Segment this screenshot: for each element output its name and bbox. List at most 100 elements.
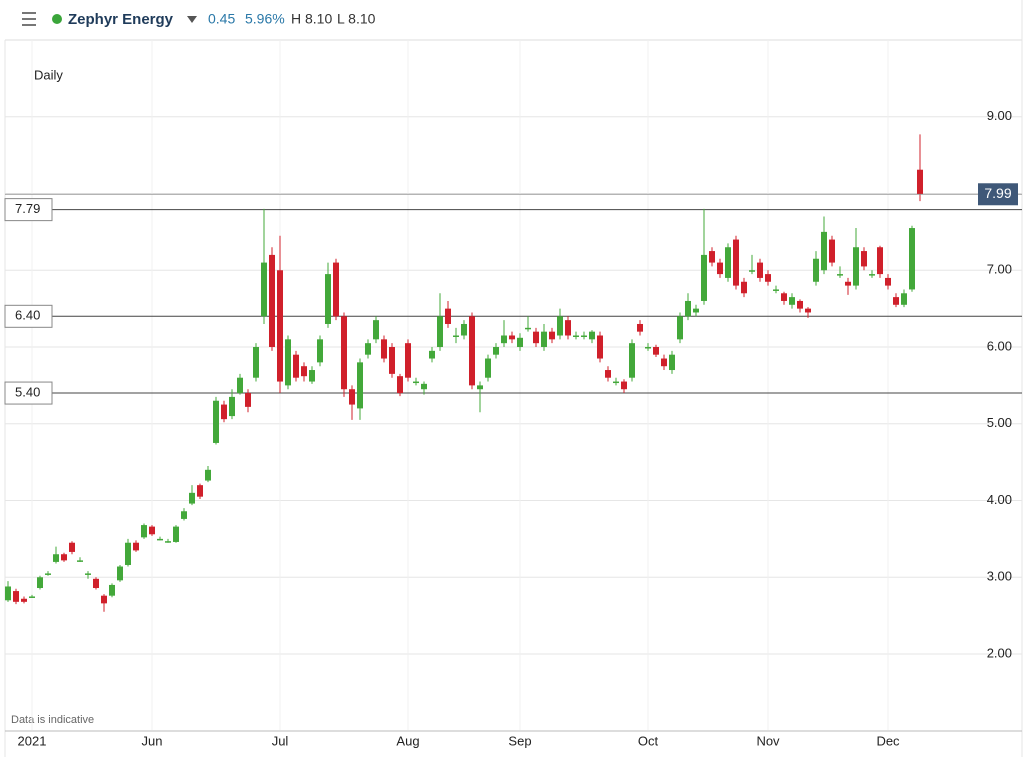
candle-body	[885, 277, 891, 286]
candle-body	[381, 339, 387, 359]
candle-body	[573, 335, 579, 337]
candle-body	[813, 258, 819, 282]
candle-body	[613, 381, 619, 384]
candle-body	[765, 274, 771, 282]
candle-body	[749, 270, 755, 272]
candle-body	[709, 251, 715, 263]
candle-body	[37, 577, 43, 589]
candle-body	[733, 239, 739, 286]
candle-body	[629, 343, 635, 378]
candle-body	[845, 281, 851, 286]
candle-body	[877, 247, 883, 275]
candle-body	[893, 297, 899, 305]
candle-body	[61, 554, 67, 561]
candle-body	[85, 573, 91, 575]
candle-body	[501, 335, 507, 344]
candle-body	[717, 262, 723, 275]
candle-body	[509, 335, 515, 340]
candle-body	[901, 293, 907, 305]
candle-body	[485, 358, 491, 378]
candle-body	[237, 377, 243, 394]
candle-body	[197, 485, 203, 497]
candle-body	[517, 337, 523, 348]
candle-body	[365, 343, 371, 355]
candle-body	[453, 335, 459, 337]
candle-body	[557, 316, 563, 336]
candle-body	[181, 511, 187, 519]
level-box	[4, 381, 53, 405]
candle-body	[741, 281, 747, 294]
candle-body	[21, 598, 27, 602]
candle-body	[581, 335, 587, 337]
y-tick-label: 7.00	[987, 262, 1012, 277]
last-price-label: 7.99	[984, 185, 1011, 201]
candle-body	[701, 254, 707, 301]
candle-body	[325, 274, 331, 324]
candle-body	[645, 347, 651, 349]
candle-body	[405, 343, 411, 378]
candle-body	[429, 350, 435, 359]
status-dot	[52, 14, 62, 24]
dropdown-arrow[interactable]	[187, 16, 197, 23]
candle-body	[637, 323, 643, 332]
candle-body	[669, 354, 675, 371]
level-box	[4, 304, 53, 328]
candle-body	[229, 396, 235, 417]
level-label: 5.40	[15, 384, 40, 399]
candle-body	[349, 389, 355, 405]
level-box	[4, 198, 53, 222]
level-label: 6.40	[15, 308, 40, 323]
candle-body	[493, 347, 499, 355]
candle-body	[725, 247, 731, 278]
menu-icon[interactable]	[22, 12, 36, 26]
candle-body	[421, 383, 427, 390]
candle-body	[621, 381, 627, 390]
candle-body	[533, 331, 539, 344]
candle-body	[541, 331, 547, 348]
candle-body	[213, 400, 219, 443]
candle-body	[565, 320, 571, 336]
change: 0.45	[208, 11, 235, 27]
last-price-box	[978, 183, 1018, 206]
candle-body	[445, 308, 451, 324]
y-tick-label: 3.00	[987, 569, 1012, 584]
x-tick-label: Sep	[508, 733, 531, 748]
x-tick-label: Oct	[638, 733, 659, 748]
candle-body	[797, 300, 803, 309]
note: Data is indicative	[11, 714, 94, 726]
candle-body	[909, 228, 915, 290]
x-tick-label: Aug	[396, 733, 419, 748]
y-tick-label: 9.00	[987, 108, 1012, 123]
candle-body	[461, 323, 467, 336]
y-tick-label: 2.00	[987, 645, 1012, 660]
y-tick-label: 4.00	[987, 492, 1012, 507]
candle-body	[469, 316, 475, 386]
period-label: Daily	[34, 67, 63, 82]
candle-body	[597, 335, 603, 359]
candle-body	[109, 584, 115, 596]
candle-body	[685, 300, 691, 317]
candle-body	[853, 247, 859, 286]
candle-body	[821, 231, 827, 271]
candle-body	[253, 347, 259, 378]
candle-body	[101, 595, 107, 604]
candle-body	[261, 262, 267, 317]
y-tick-label: 6.00	[987, 338, 1012, 353]
candle-body	[13, 591, 19, 602]
x-tick-label: Dec	[876, 733, 900, 748]
candle-body	[125, 542, 131, 565]
candle-body	[69, 542, 75, 552]
instrument-name[interactable]: Zephyr Energy	[68, 11, 174, 28]
candle-body	[77, 560, 83, 562]
level-label: 7.79	[15, 201, 40, 216]
candle-body	[221, 404, 227, 420]
candle-body	[293, 354, 299, 378]
candle-body	[829, 239, 835, 263]
candle-body	[869, 274, 875, 276]
candle-body	[269, 254, 275, 348]
candle-body	[773, 289, 779, 291]
x-tick-label: 2021	[18, 733, 47, 748]
candle-body	[605, 370, 611, 378]
candle-body	[245, 393, 251, 407]
